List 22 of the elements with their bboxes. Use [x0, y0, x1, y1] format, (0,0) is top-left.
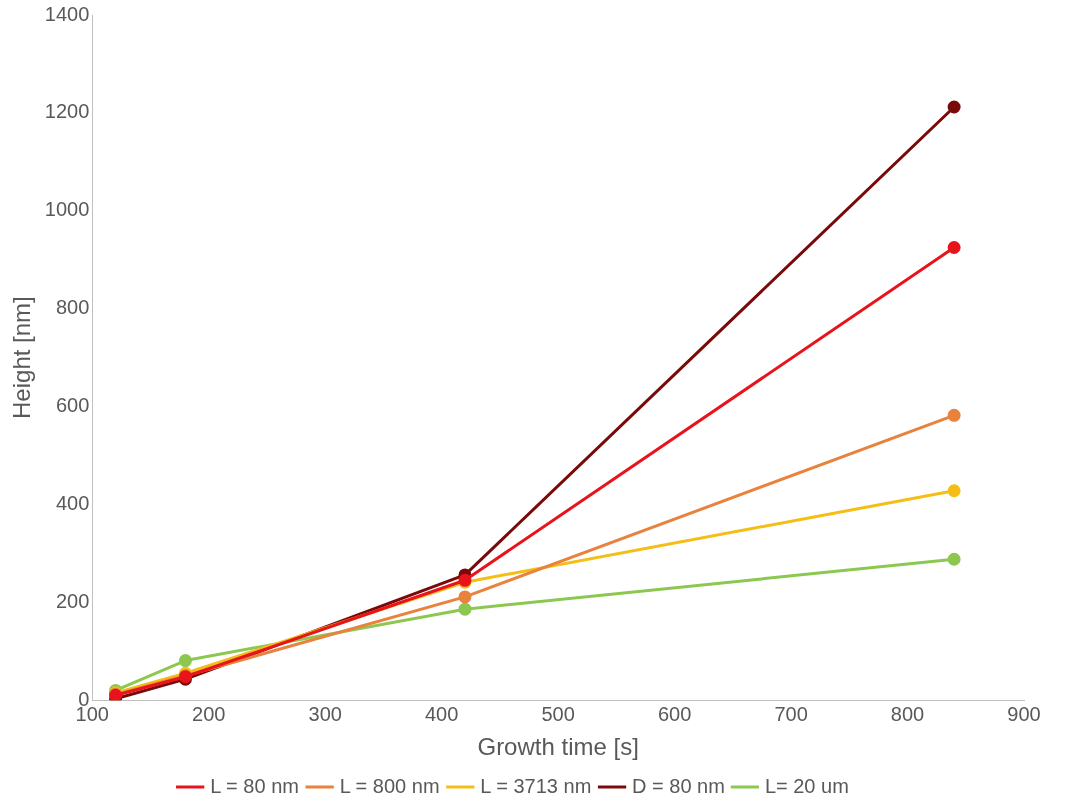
legend-label: L = 80 nm — [210, 774, 299, 797]
y-tick-label: 1200 — [44, 100, 90, 123]
y-tick-label: 1000 — [44, 198, 90, 221]
y-tick-label: 400 — [55, 491, 90, 514]
y-tick-label: 600 — [55, 394, 90, 417]
legend-label: L = 3713 nm — [480, 774, 592, 797]
x-tick-label: 200 — [192, 702, 226, 725]
x-tick-label: 400 — [425, 702, 459, 725]
legend-label: D = 80 nm — [632, 774, 725, 797]
x-axis-title: Growth time [s] — [477, 733, 639, 761]
legend-label: L= 20 um — [764, 774, 849, 797]
x-tick-label: 800 — [890, 702, 925, 725]
x-tick-label: 600 — [657, 702, 692, 725]
y-axis-title: Height [nm] — [8, 296, 36, 419]
y-tick-label: 800 — [55, 296, 90, 319]
y-tick-label: 200 — [55, 589, 90, 612]
x-tick-label: 300 — [308, 702, 342, 725]
legend-label: L = 800 nm — [339, 774, 440, 797]
x-tick-label: 500 — [541, 702, 575, 725]
x-tick-label: 900 — [1007, 702, 1041, 725]
y-tick-label: 1400 — [44, 2, 90, 25]
x-tick-label: 700 — [774, 702, 808, 725]
